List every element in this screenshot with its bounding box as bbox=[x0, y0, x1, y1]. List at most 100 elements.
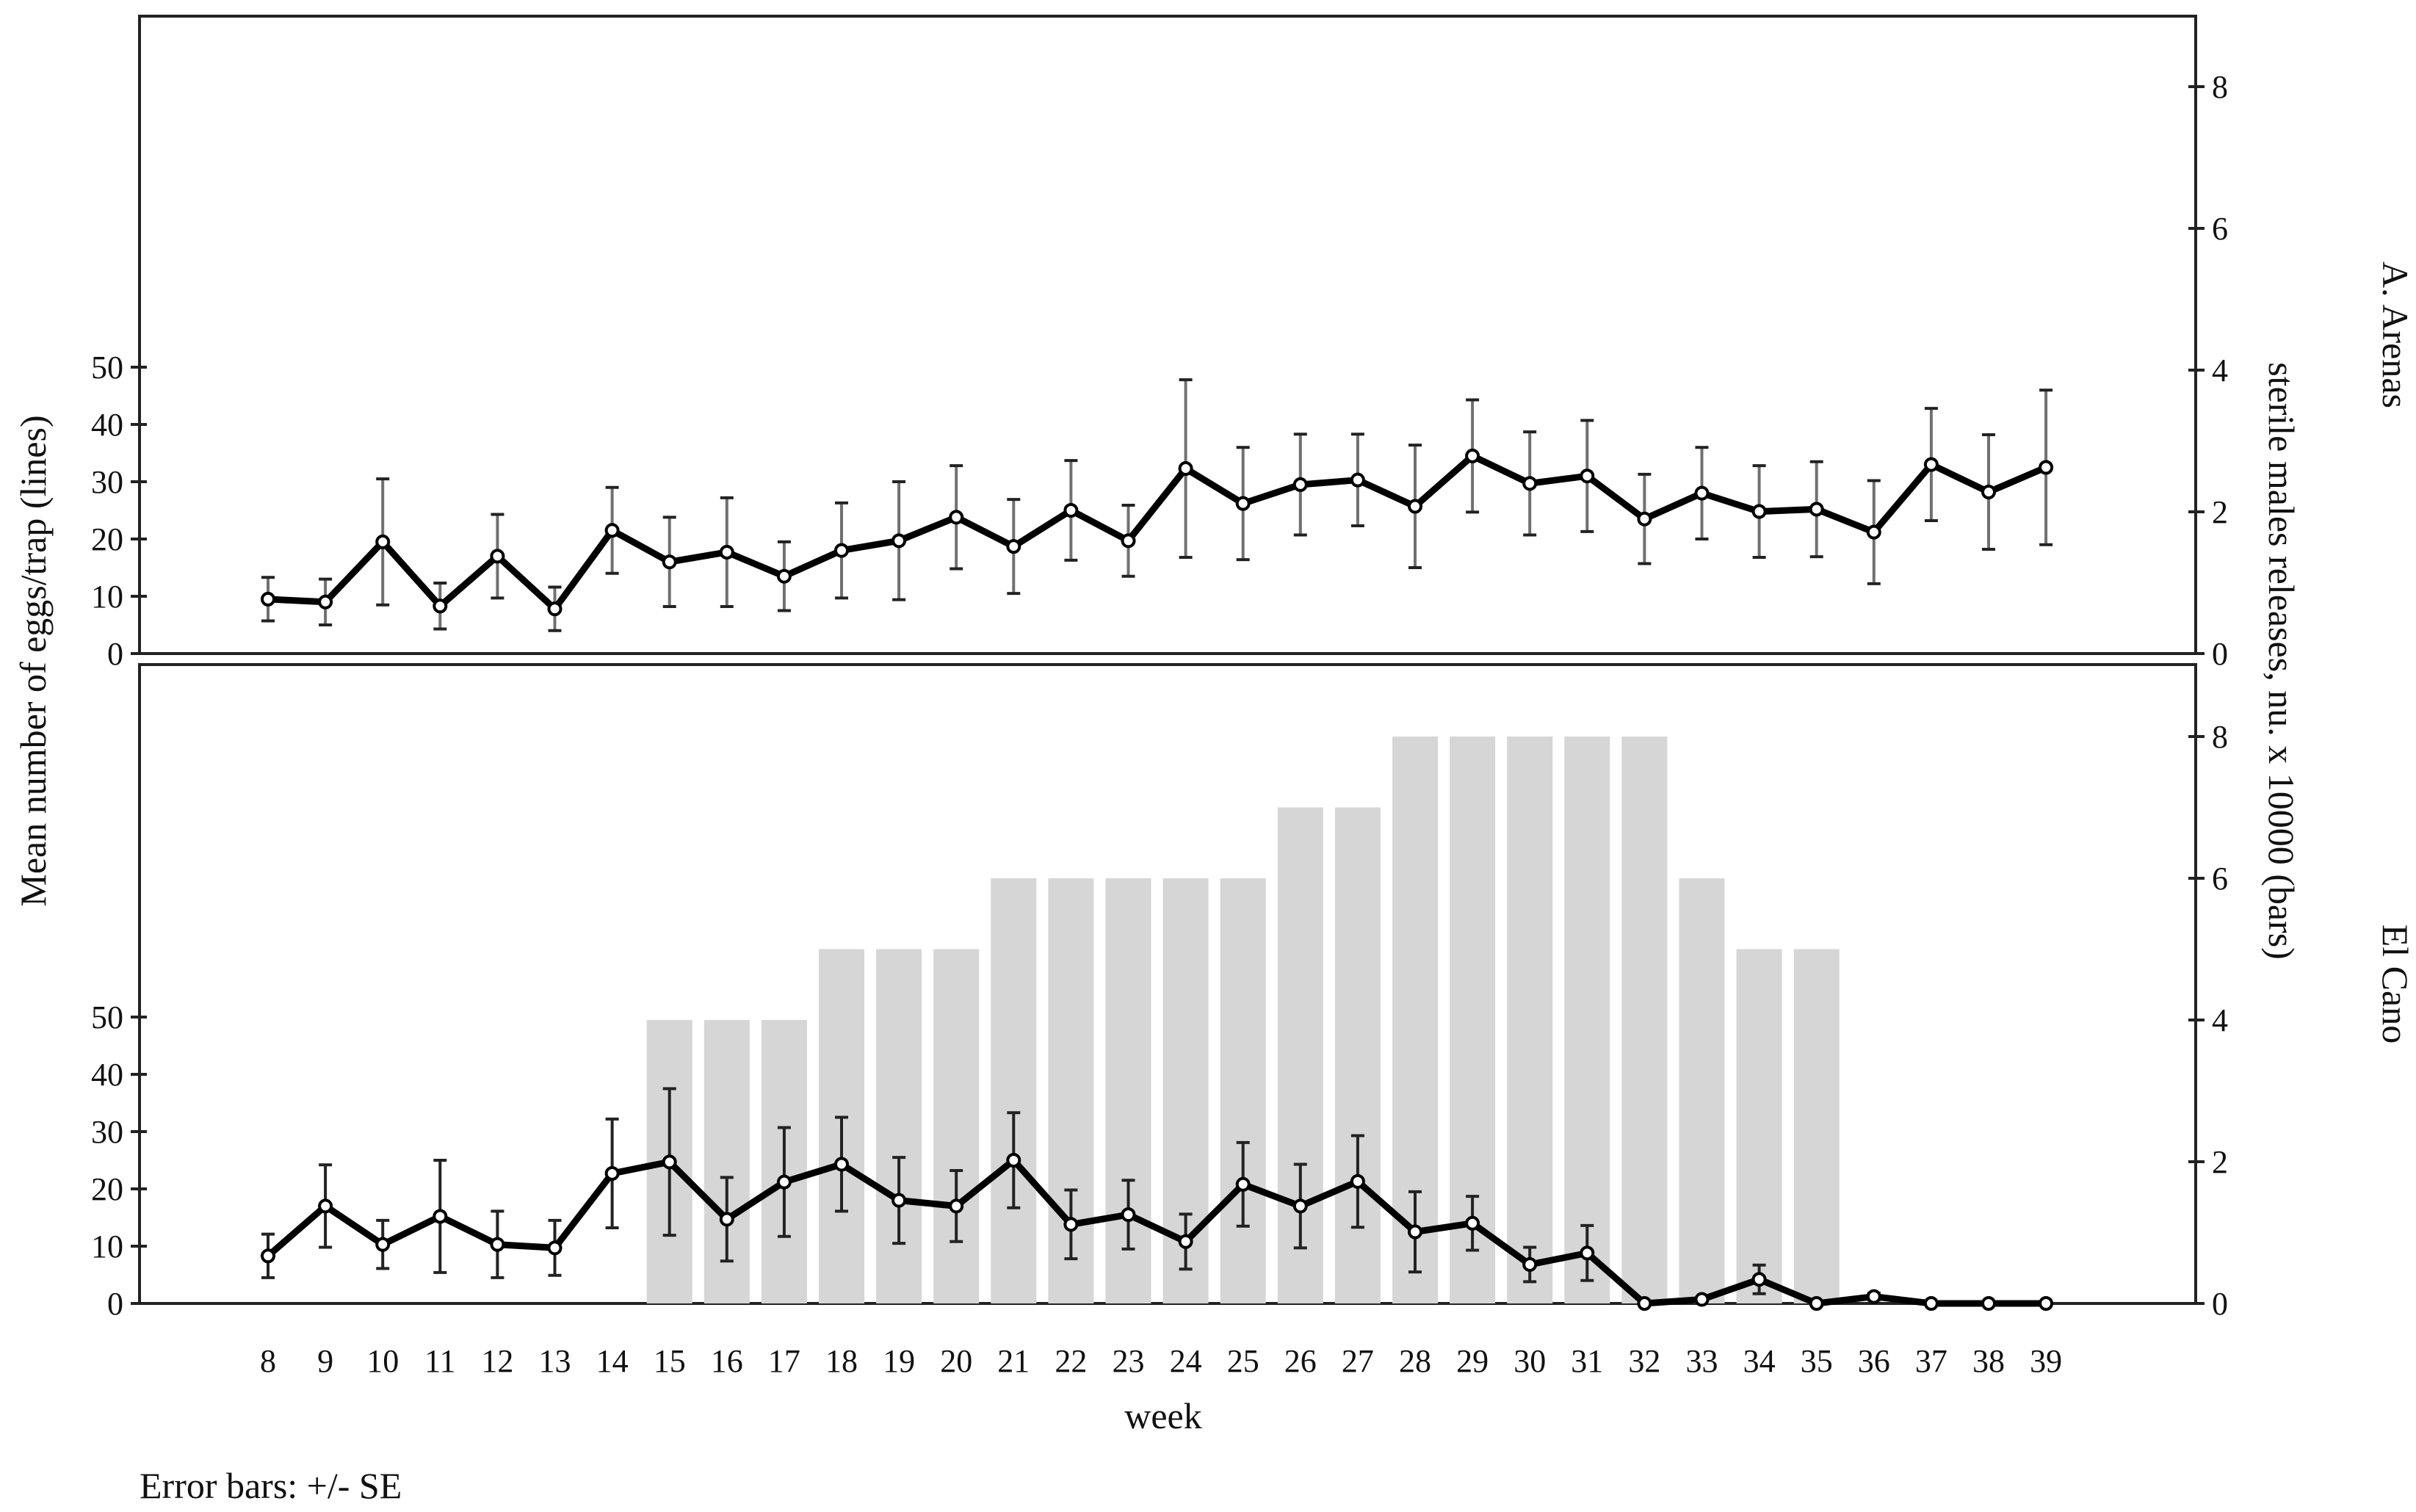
left-tick-label: 30 bbox=[91, 464, 123, 500]
egg-data-point bbox=[604, 1165, 620, 1181]
left-tick-label: 20 bbox=[91, 1171, 123, 1207]
egg-data-point bbox=[719, 1212, 734, 1227]
egg-data-point bbox=[1637, 511, 1652, 527]
egg-data-point bbox=[1178, 1234, 1193, 1249]
x-axis-title: week bbox=[1124, 1395, 1202, 1436]
egg-data-point bbox=[490, 1237, 505, 1252]
egg-data-point bbox=[1350, 1173, 1365, 1189]
left-tick-label: 0 bbox=[107, 636, 123, 672]
right-axis-title: sterile males releases, nu. x 10000 (bar… bbox=[2261, 362, 2302, 960]
x-tick-label: 20 bbox=[940, 1343, 972, 1379]
egg-data-point bbox=[662, 554, 677, 570]
egg-series-line bbox=[264, 1157, 2050, 1307]
x-tick-label: 12 bbox=[481, 1343, 513, 1379]
x-tick-label: 24 bbox=[1170, 1343, 1202, 1379]
egg-data-point bbox=[261, 591, 275, 607]
egg-data-point bbox=[1809, 502, 1824, 517]
x-tick-label: 19 bbox=[883, 1343, 915, 1379]
left-tick-label: 30 bbox=[91, 1114, 123, 1150]
panel-el-cano: 0 10 20 30 40 50 0 2 4 6 8 El Cano bbox=[91, 663, 2416, 1322]
egg-data-point bbox=[1121, 1207, 1136, 1223]
error-bars-note: Error bars: +/- SE bbox=[140, 1465, 402, 1506]
egg-data-point bbox=[1923, 457, 1939, 472]
panel-frame-top bbox=[138, 15, 2197, 655]
right-tick-label: 0 bbox=[2212, 1286, 2228, 1322]
x-tick-label: 10 bbox=[366, 1343, 399, 1379]
egg-data-point bbox=[375, 1237, 391, 1252]
x-tick-label: 32 bbox=[1628, 1343, 1660, 1379]
x-tick-label: 30 bbox=[1513, 1343, 1546, 1379]
egg-data-point bbox=[2039, 1296, 2054, 1311]
egg-data-point bbox=[1350, 472, 1365, 488]
right-tick-label: 0 bbox=[2212, 636, 2228, 672]
egg-data-point bbox=[1522, 1256, 1538, 1272]
x-tick-label: 38 bbox=[1972, 1343, 2005, 1379]
egg-data-point bbox=[1580, 1245, 1595, 1261]
egg-data-point bbox=[1981, 1296, 1996, 1311]
egg-data-point bbox=[1292, 1198, 1308, 1214]
egg-data-point bbox=[891, 1193, 907, 1208]
right-tick-label: 4 bbox=[2212, 1002, 2228, 1038]
x-tick-label: 22 bbox=[1055, 1343, 1087, 1379]
right-tick-label: 8 bbox=[2212, 719, 2228, 755]
egg-data-point bbox=[949, 510, 964, 525]
egg-data-point bbox=[1751, 1272, 1767, 1287]
egg-data-point bbox=[1465, 1215, 1480, 1231]
left-axis-ticks-bottom: 0 10 20 30 40 50 bbox=[91, 999, 147, 1322]
release-bar bbox=[933, 949, 980, 1303]
right-tick-label: 2 bbox=[2212, 494, 2228, 530]
egg-data-point bbox=[318, 1198, 333, 1214]
egg-data-point bbox=[1121, 533, 1136, 549]
panel-a-arenas: 0 10 20 30 40 50 0 2 4 6 8 A. Arenas bbox=[91, 15, 2416, 672]
release-bar bbox=[1334, 807, 1381, 1303]
egg-data-point bbox=[719, 544, 734, 560]
egg-data-point bbox=[547, 1240, 563, 1256]
left-tick-label: 0 bbox=[107, 1286, 123, 1322]
x-tick-label: 21 bbox=[997, 1343, 1030, 1379]
egg-data-point bbox=[1063, 503, 1079, 518]
egg-data-point bbox=[1866, 1289, 1881, 1304]
release-bar bbox=[1220, 878, 1266, 1303]
x-tick-label: 31 bbox=[1571, 1343, 1603, 1379]
x-tick-label: 36 bbox=[1858, 1343, 1890, 1379]
egg-data-point bbox=[776, 568, 792, 584]
egg-data-point bbox=[1178, 461, 1193, 477]
release-bar bbox=[1507, 737, 1553, 1303]
egg-data-point bbox=[1923, 1296, 1939, 1311]
egg-line-bottom bbox=[264, 1157, 2050, 1307]
egg-data-point bbox=[1235, 1176, 1251, 1192]
left-axis-title: Mean number of eggs/trap (lines) bbox=[12, 415, 54, 906]
egg-data-point bbox=[1809, 1296, 1824, 1311]
x-tick-label: 27 bbox=[1342, 1343, 1374, 1379]
release-bar bbox=[991, 878, 1037, 1303]
x-tick-label: 29 bbox=[1456, 1343, 1489, 1379]
egg-data-point bbox=[375, 534, 391, 549]
egg-data-point bbox=[1637, 1296, 1652, 1311]
release-bar bbox=[1736, 949, 1782, 1303]
x-tick-label: 34 bbox=[1743, 1343, 1776, 1379]
x-tick-label: 39 bbox=[2030, 1343, 2062, 1379]
x-tick-label: 18 bbox=[825, 1343, 858, 1379]
egg-data-point bbox=[1522, 476, 1538, 491]
egg-data-point bbox=[1694, 485, 1710, 501]
egg-data-point bbox=[1866, 524, 1881, 540]
egg-points-top bbox=[261, 448, 2054, 617]
left-axis-ticks-top: 0 10 20 30 40 50 bbox=[91, 350, 147, 672]
egg-data-point bbox=[834, 543, 849, 558]
x-tick-label: 16 bbox=[711, 1343, 743, 1379]
release-bar bbox=[1621, 737, 1668, 1303]
release-bar bbox=[1564, 737, 1610, 1303]
egg-data-point bbox=[1408, 499, 1422, 514]
x-tick-label: 33 bbox=[1686, 1343, 1718, 1379]
x-tick-label: 37 bbox=[1915, 1343, 1947, 1379]
egg-data-point bbox=[490, 549, 505, 564]
release-bar bbox=[876, 949, 922, 1303]
panel-label-bottom: El Cano bbox=[2375, 925, 2416, 1043]
left-tick-label: 40 bbox=[91, 1057, 123, 1093]
left-tick-label: 40 bbox=[91, 407, 123, 443]
egg-data-point bbox=[1465, 448, 1480, 463]
x-tick-label: 35 bbox=[1801, 1343, 1833, 1379]
egg-data-point bbox=[834, 1157, 849, 1172]
egg-data-point bbox=[1006, 1153, 1021, 1168]
